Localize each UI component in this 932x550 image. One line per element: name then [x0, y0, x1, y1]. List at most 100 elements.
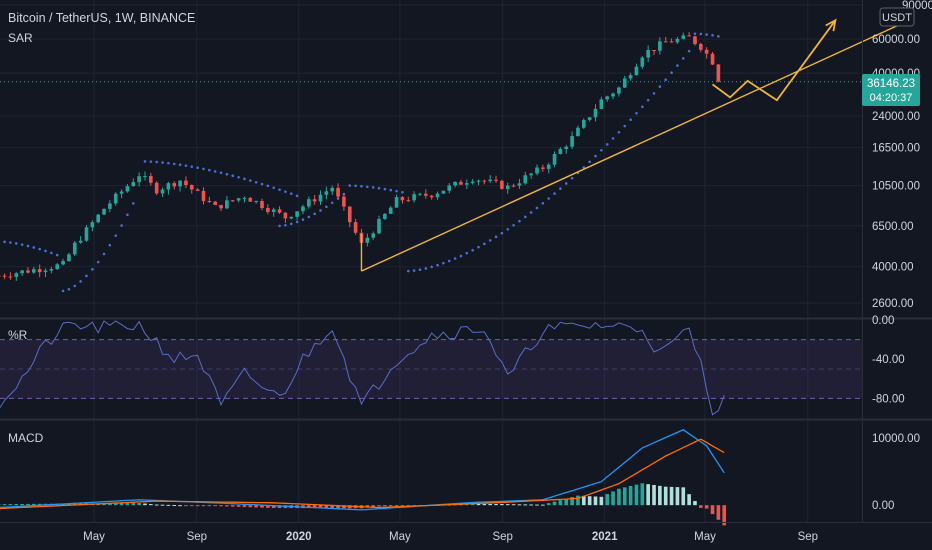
price-axis-label: 10500.00 — [872, 181, 920, 193]
candle-body — [78, 240, 83, 243]
sar-dot — [611, 137, 615, 140]
candle-body — [219, 204, 223, 209]
macd-histogram-bar — [669, 486, 674, 506]
williams-r-pane[interactable] — [0, 320, 862, 416]
macd-histogram-bar — [693, 501, 697, 506]
macd-histogram-bar — [154, 504, 159, 506]
macd-histogram-bar — [377, 505, 381, 507]
signal-line — [0, 438, 725, 510]
macd-histogram-bar — [710, 505, 715, 515]
sar-dot — [313, 212, 316, 216]
candle-body — [412, 194, 416, 201]
macd-histogram-bar — [646, 484, 650, 506]
candle-body — [26, 270, 30, 273]
macd-histogram-bar — [324, 505, 329, 509]
macd-histogram-bar — [622, 487, 627, 506]
candle-body — [312, 199, 317, 202]
macd-line — [0, 429, 725, 511]
macd-histogram-bar — [26, 503, 30, 506]
candle-body — [49, 269, 54, 271]
macd-pane[interactable] — [0, 429, 727, 526]
sar-dot — [319, 209, 322, 212]
macd-histogram-bar — [67, 503, 71, 506]
sar-dot — [348, 184, 352, 187]
sar-dot — [50, 251, 53, 255]
candle-body — [125, 186, 130, 192]
macd-histogram-bar — [470, 503, 475, 506]
sar-dot — [266, 184, 270, 188]
candle-body — [628, 75, 633, 79]
candle-body — [32, 269, 36, 273]
candle-body — [266, 208, 270, 212]
macd-histogram-bar — [166, 504, 171, 506]
macd-histogram-bar — [482, 503, 487, 506]
macd-histogram-bar — [658, 485, 662, 506]
sar-dot — [96, 260, 100, 264]
candle-body — [593, 108, 598, 118]
sar-dot — [717, 35, 720, 38]
sar-dot — [442, 261, 445, 265]
sar-dot — [424, 267, 428, 270]
currency-button[interactable]: USDT — [879, 7, 915, 27]
candle-body — [622, 78, 627, 88]
candle-body — [599, 99, 604, 109]
sar-dot — [418, 268, 422, 271]
sar-dot — [272, 186, 276, 190]
macd-histogram-bar — [131, 503, 136, 506]
candle-body — [535, 167, 539, 174]
candle-body — [195, 189, 200, 191]
candle-body — [494, 179, 498, 181]
sar-dot — [395, 189, 398, 193]
macd-histogram-bar — [312, 505, 317, 509]
time-axis-label: 2021 — [592, 531, 618, 543]
candle-body — [154, 182, 159, 194]
drawings[interactable] — [360, 18, 910, 272]
sar-dot — [143, 160, 147, 163]
sar-dot — [295, 220, 299, 224]
macd-histogram-bar — [184, 505, 188, 507]
sar-dot — [471, 248, 474, 252]
candle-body — [207, 201, 212, 203]
candle-body — [108, 203, 112, 209]
macd-histogram-bar — [716, 505, 721, 520]
candle-body — [189, 185, 194, 190]
macd-histogram-bar — [464, 504, 469, 506]
sar-dot — [73, 284, 77, 288]
price-axis-label: 2600.00 — [872, 298, 914, 310]
sar-dot — [131, 202, 135, 205]
time-axis[interactable]: May Sep 2020 May Sep 2021 May Sep — [83, 531, 818, 543]
macd-histogram-bar — [14, 504, 19, 506]
macd-histogram-bar — [699, 505, 703, 508]
candle-body — [96, 214, 100, 223]
time-axis-label: May — [389, 531, 411, 543]
candle-body — [429, 195, 434, 198]
time-axis-label: Sep — [492, 531, 512, 543]
sar-dot — [459, 254, 463, 258]
candle-body — [435, 193, 440, 198]
macd-histogram-bar — [230, 505, 235, 507]
price-axis[interactable]: 2600.00 4000.00 6500.00 10500.00 16500.00 240… — [872, 0, 932, 512]
candle-body — [102, 208, 106, 215]
macd-histogram-bar — [704, 505, 709, 509]
price-pane[interactable] — [0, 18, 910, 293]
sar-dot — [278, 224, 281, 228]
sar-dot — [91, 268, 94, 271]
candle-body — [365, 237, 370, 243]
macd-histogram-bar — [371, 505, 375, 508]
candle-body — [675, 38, 680, 43]
sar-dot — [529, 211, 533, 214]
sar-dot — [600, 148, 603, 152]
candle-body — [447, 185, 452, 191]
candle-body — [61, 261, 65, 265]
macd-histogram-bar — [225, 505, 229, 507]
sar-dot — [617, 130, 621, 134]
macd-histogram-bar — [383, 505, 387, 507]
macd-histogram-bar — [394, 505, 399, 507]
macd-histogram-bar — [108, 503, 112, 506]
price-axis-label: 6500.00 — [872, 221, 914, 233]
candle-body — [8, 276, 13, 278]
macd-histogram-bar — [125, 503, 130, 506]
candle-body — [149, 176, 153, 183]
sar-dot — [55, 253, 59, 257]
